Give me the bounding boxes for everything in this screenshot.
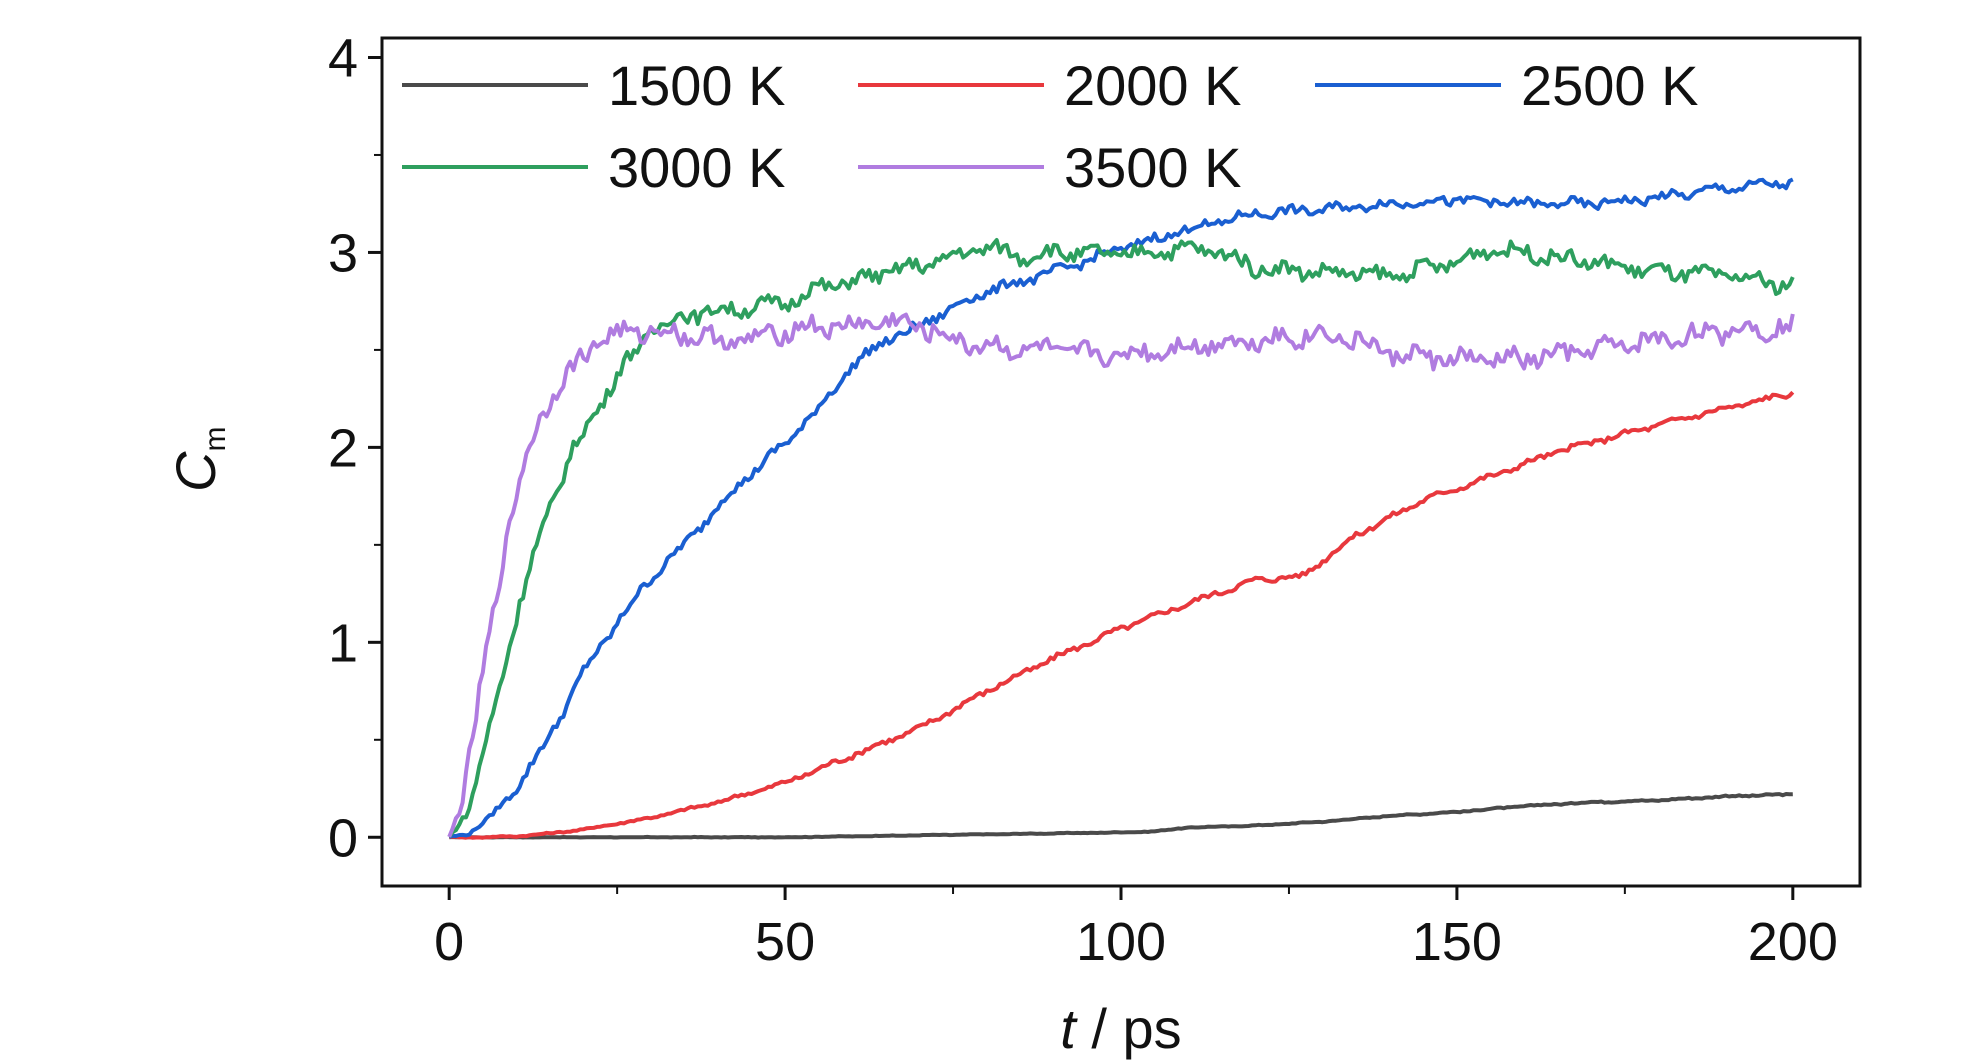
x-tick-label: 0 — [434, 912, 464, 972]
x-tick-label: 100 — [1076, 912, 1166, 972]
x-axis-title: t / ps — [1060, 997, 1181, 1060]
y-tick-label: 2 — [328, 418, 358, 478]
series-line — [447, 312, 1795, 838]
y-axis-title-subscript: m — [199, 427, 232, 452]
x-tick-label: 150 — [1412, 912, 1502, 972]
x-tick-label: 50 — [755, 912, 815, 972]
series-line — [448, 177, 1794, 839]
x-axis-title-unit: / ps — [1076, 997, 1182, 1060]
y-tick-label: 4 — [328, 28, 358, 88]
legend-label: 3500 K — [1064, 136, 1242, 199]
y-tick-label: 0 — [328, 808, 358, 868]
y-axis-title: Cm — [164, 427, 232, 492]
x-axis-title-variable: t — [1060, 997, 1078, 1060]
series-layer — [447, 177, 1795, 840]
series-line — [447, 238, 1795, 839]
y-tick-label: 3 — [328, 223, 358, 283]
y-tick-label: 1 — [328, 613, 358, 673]
x-tick-label: 200 — [1748, 912, 1838, 972]
series-line — [448, 390, 1795, 840]
series-line — [449, 792, 1793, 840]
legend-label: 2000 K — [1064, 54, 1242, 117]
legend-label: 1500 K — [608, 54, 786, 117]
legend-label: 3000 K — [608, 136, 786, 199]
legend-label: 2500 K — [1521, 54, 1699, 117]
x-axis: 0 50 100 150 200 — [434, 886, 1838, 972]
legend: 1500 K 2000 K 2500 K 3000 K 3500 K — [402, 54, 1699, 199]
y-axis: 0 1 2 3 4 — [328, 28, 382, 868]
y-axis-title-variable: C — [164, 451, 227, 492]
